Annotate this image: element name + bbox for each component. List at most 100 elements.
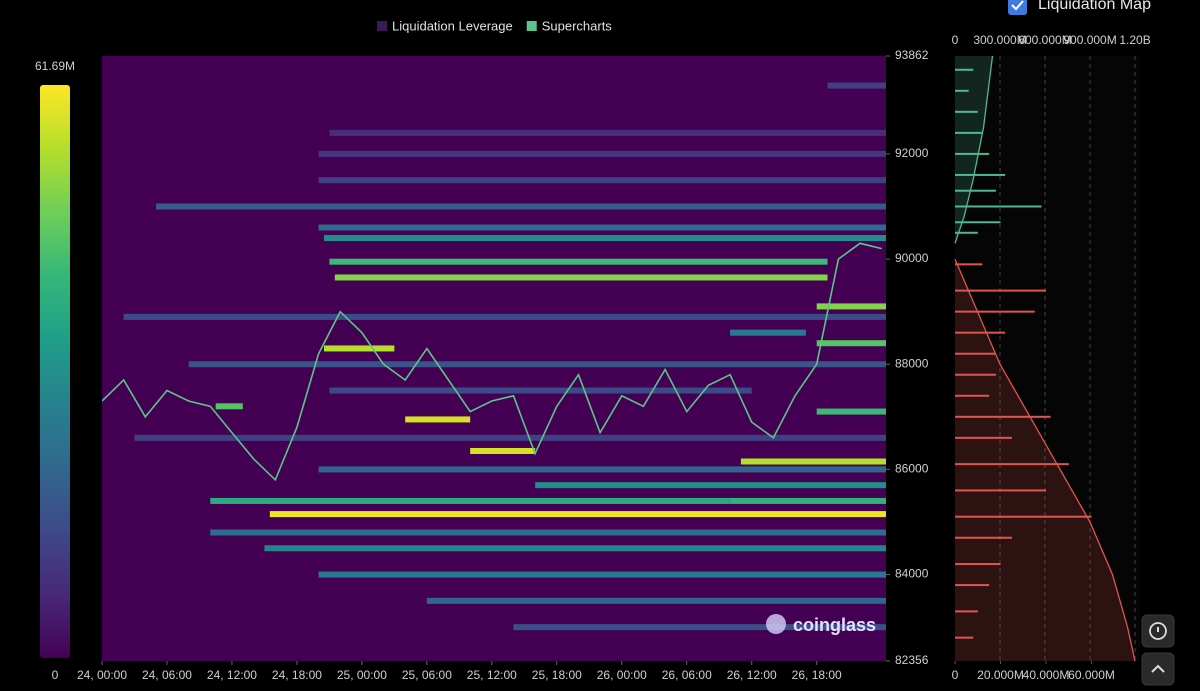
liquidation-band <box>816 303 886 310</box>
legend-swatch <box>526 21 537 31</box>
watermark-icon <box>766 614 786 634</box>
liquidation-bar <box>955 331 1006 334</box>
x-tick-label: 25, 00:00 <box>337 668 387 682</box>
liquidation-band <box>535 482 886 489</box>
button[interactable] <box>1141 652 1175 686</box>
icon <box>1149 622 1167 640</box>
x2-tick-label: 300.000M <box>973 33 1026 47</box>
liquidation-band <box>329 387 752 394</box>
liquidation-band <box>156 203 886 210</box>
legend-label: Supercharts <box>542 18 613 33</box>
liquidation-bar <box>955 231 978 234</box>
cumulative-line <box>954 55 994 244</box>
x-tick-label: 26, 18:00 <box>792 668 842 682</box>
icon <box>1151 664 1165 673</box>
x-tick-label: 20.000M <box>977 668 1024 682</box>
x2-tick-label: 0 <box>952 33 959 47</box>
map-background <box>955 56 1140 661</box>
toggle[interactable]: Liquidation Map <box>1008 0 1151 15</box>
liquidation-bar <box>955 68 974 71</box>
heatmap-background <box>102 56 886 661</box>
liquidation-bar <box>955 310 1035 313</box>
liquidation-band <box>269 511 886 518</box>
liquidation-bar <box>955 584 990 587</box>
liquidation-bar <box>955 152 990 155</box>
x2-tick-label: 600.000M <box>1018 33 1071 47</box>
liquidation-band <box>188 361 886 368</box>
x-tick-label: 25, 06:00 <box>402 668 452 682</box>
x-tick-label: 60.000M <box>1068 668 1115 682</box>
heatmap <box>102 82 886 631</box>
liquidation-band <box>123 313 886 320</box>
liquidation-band <box>816 340 886 347</box>
legend-swatch <box>377 21 387 31</box>
liquidation-bar <box>955 189 996 192</box>
liquidation-bar <box>955 289 1047 292</box>
x-tick-label: 0 <box>952 668 959 682</box>
color-bar <box>40 85 70 658</box>
liquidation-bar <box>955 463 1069 466</box>
checkmark <box>1011 0 1024 11</box>
liquidation-bar <box>955 515 1092 518</box>
liquidation-band <box>318 466 886 473</box>
liquidation-band <box>730 497 886 504</box>
liquidation-band <box>513 624 886 631</box>
liquidation-band <box>210 497 731 504</box>
liquidation-bar <box>955 89 969 92</box>
scroll-top-button[interactable] <box>1141 652 1175 686</box>
cumulative-area <box>955 56 993 244</box>
y-tick-label: 84000 <box>895 567 929 581</box>
liquidation-bar <box>955 173 1006 176</box>
liquidation-band <box>318 224 886 231</box>
y-tick-label: 82356 <box>895 653 929 667</box>
liquidation-bar <box>955 131 983 134</box>
liquidation-band <box>323 235 886 242</box>
y-tick-label: 92000 <box>895 146 929 160</box>
liquidation-bar <box>955 636 974 639</box>
y-tick-label: 88000 <box>895 356 929 370</box>
x-tick-label: 26, 12:00 <box>727 668 777 682</box>
toggle-label[interactable]: Liquidation Map <box>1038 0 1151 13</box>
watermark-text: coinglass <box>793 615 876 635</box>
liquidation-band <box>134 434 886 441</box>
liquidation-band <box>215 403 243 410</box>
liquidation-bar <box>955 352 996 355</box>
liquidation-band <box>334 274 828 281</box>
liquidation-band <box>426 597 886 604</box>
liquidation-band <box>210 529 886 536</box>
x-tick-label: 26, 00:00 <box>597 668 647 682</box>
liquidation-bar <box>955 205 1042 208</box>
liquidation-bar <box>955 536 1012 539</box>
liquidation-band <box>816 408 886 415</box>
legend-label: Liquidation Leverage <box>392 18 513 33</box>
liquidation-bar <box>955 436 1012 439</box>
cumulative-line <box>954 258 1136 662</box>
liquidation-band <box>329 258 828 265</box>
liquidation-band <box>264 545 886 552</box>
legend: Liquidation Leverage Supercharts <box>377 18 612 33</box>
x-tick-label: 24, 00:00 <box>77 668 127 682</box>
liquidation-band <box>323 345 395 352</box>
x-tick-label: 24, 18:00 <box>272 668 322 682</box>
x-tick-label: 25, 18:00 <box>532 668 582 682</box>
liquidation-bar <box>955 415 1051 418</box>
x2-tick-label: 900.000M <box>1063 33 1116 47</box>
liquidation-bar <box>955 563 1001 566</box>
liquidation-band <box>329 129 886 136</box>
liquidation-band <box>405 416 471 423</box>
liquidation-bar <box>955 610 978 613</box>
color-tick-label: 0 <box>52 668 59 682</box>
liquidation-bar <box>955 263 983 266</box>
info-button[interactable] <box>1141 614 1175 648</box>
x-tick-label: 40.000M <box>1023 668 1070 682</box>
liquidation-bar <box>955 394 990 397</box>
y-tick-label: 90000 <box>895 251 929 265</box>
liquidation-band <box>318 150 886 157</box>
x-tick-label: 24, 06:00 <box>142 668 192 682</box>
x-tick-label: 25, 12:00 <box>467 668 517 682</box>
liquidation-map <box>954 55 1136 664</box>
liquidation-band <box>740 458 886 465</box>
cumulative-area <box>955 259 1135 661</box>
liquidation-band <box>318 571 886 578</box>
